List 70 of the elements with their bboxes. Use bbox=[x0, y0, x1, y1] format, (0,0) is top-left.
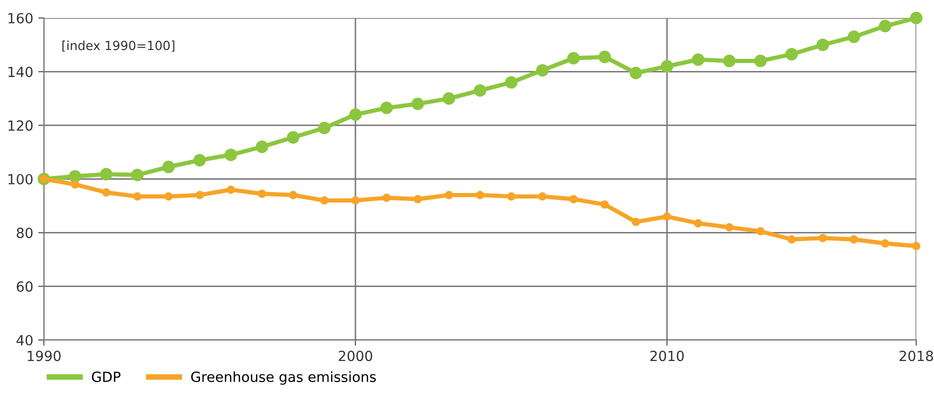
y-tick-label: 140 bbox=[8, 66, 33, 78]
x-tick-label: 2018 bbox=[900, 350, 933, 362]
point bbox=[224, 148, 238, 162]
point bbox=[380, 102, 393, 114]
point bbox=[351, 196, 360, 205]
point bbox=[632, 218, 640, 226]
point bbox=[880, 239, 890, 248]
point bbox=[912, 242, 920, 250]
point bbox=[598, 50, 611, 64]
y-tick-label: 120 bbox=[8, 120, 33, 131]
point bbox=[536, 64, 549, 77]
point bbox=[133, 192, 142, 201]
point bbox=[349, 108, 362, 121]
point bbox=[100, 168, 112, 180]
point bbox=[412, 98, 424, 110]
point bbox=[725, 223, 734, 232]
point bbox=[196, 190, 204, 200]
point bbox=[600, 200, 609, 209]
point bbox=[567, 52, 580, 64]
point bbox=[662, 212, 672, 221]
point bbox=[320, 196, 328, 205]
point bbox=[504, 76, 518, 89]
point bbox=[444, 190, 454, 200]
point bbox=[878, 20, 892, 32]
point bbox=[193, 154, 206, 166]
point bbox=[785, 48, 798, 60]
point bbox=[442, 92, 456, 105]
point bbox=[660, 60, 674, 73]
y-tick-label: 160 bbox=[8, 12, 33, 24]
point bbox=[818, 234, 827, 242]
point bbox=[474, 84, 486, 97]
point bbox=[569, 194, 578, 204]
legend-label: Greenhouse gas emissions bbox=[191, 371, 376, 385]
annotation: [index 1990=100] bbox=[62, 40, 174, 52]
point bbox=[162, 160, 175, 174]
point bbox=[226, 186, 235, 194]
point bbox=[131, 168, 144, 182]
point bbox=[754, 54, 767, 68]
point bbox=[538, 192, 547, 201]
point bbox=[288, 190, 298, 200]
point bbox=[507, 192, 516, 201]
point bbox=[382, 194, 391, 202]
point bbox=[692, 53, 704, 66]
point bbox=[694, 219, 702, 228]
y-tick-label: 60 bbox=[16, 281, 33, 292]
x-tick-label: 2010 bbox=[650, 350, 684, 362]
point bbox=[476, 190, 484, 200]
y-tick-label: 40 bbox=[16, 334, 33, 346]
point bbox=[850, 235, 858, 244]
point bbox=[787, 235, 796, 244]
point bbox=[723, 54, 736, 68]
x-tick-label: 1990 bbox=[28, 350, 61, 362]
point bbox=[630, 66, 642, 80]
point bbox=[70, 180, 80, 189]
point bbox=[414, 194, 422, 204]
y-tick-label: 80 bbox=[16, 228, 33, 238]
point bbox=[258, 190, 266, 198]
point bbox=[102, 188, 110, 197]
point bbox=[816, 38, 830, 52]
point bbox=[318, 122, 331, 134]
point bbox=[910, 12, 923, 24]
legend-label: GDP bbox=[92, 372, 120, 382]
point bbox=[756, 227, 765, 236]
point bbox=[848, 30, 860, 44]
point bbox=[164, 192, 173, 201]
point bbox=[286, 131, 300, 144]
point bbox=[68, 170, 82, 183]
point bbox=[256, 140, 268, 154]
x-tick-label: 2000 bbox=[338, 350, 372, 362]
y-tick-label: 100 bbox=[8, 174, 33, 184]
